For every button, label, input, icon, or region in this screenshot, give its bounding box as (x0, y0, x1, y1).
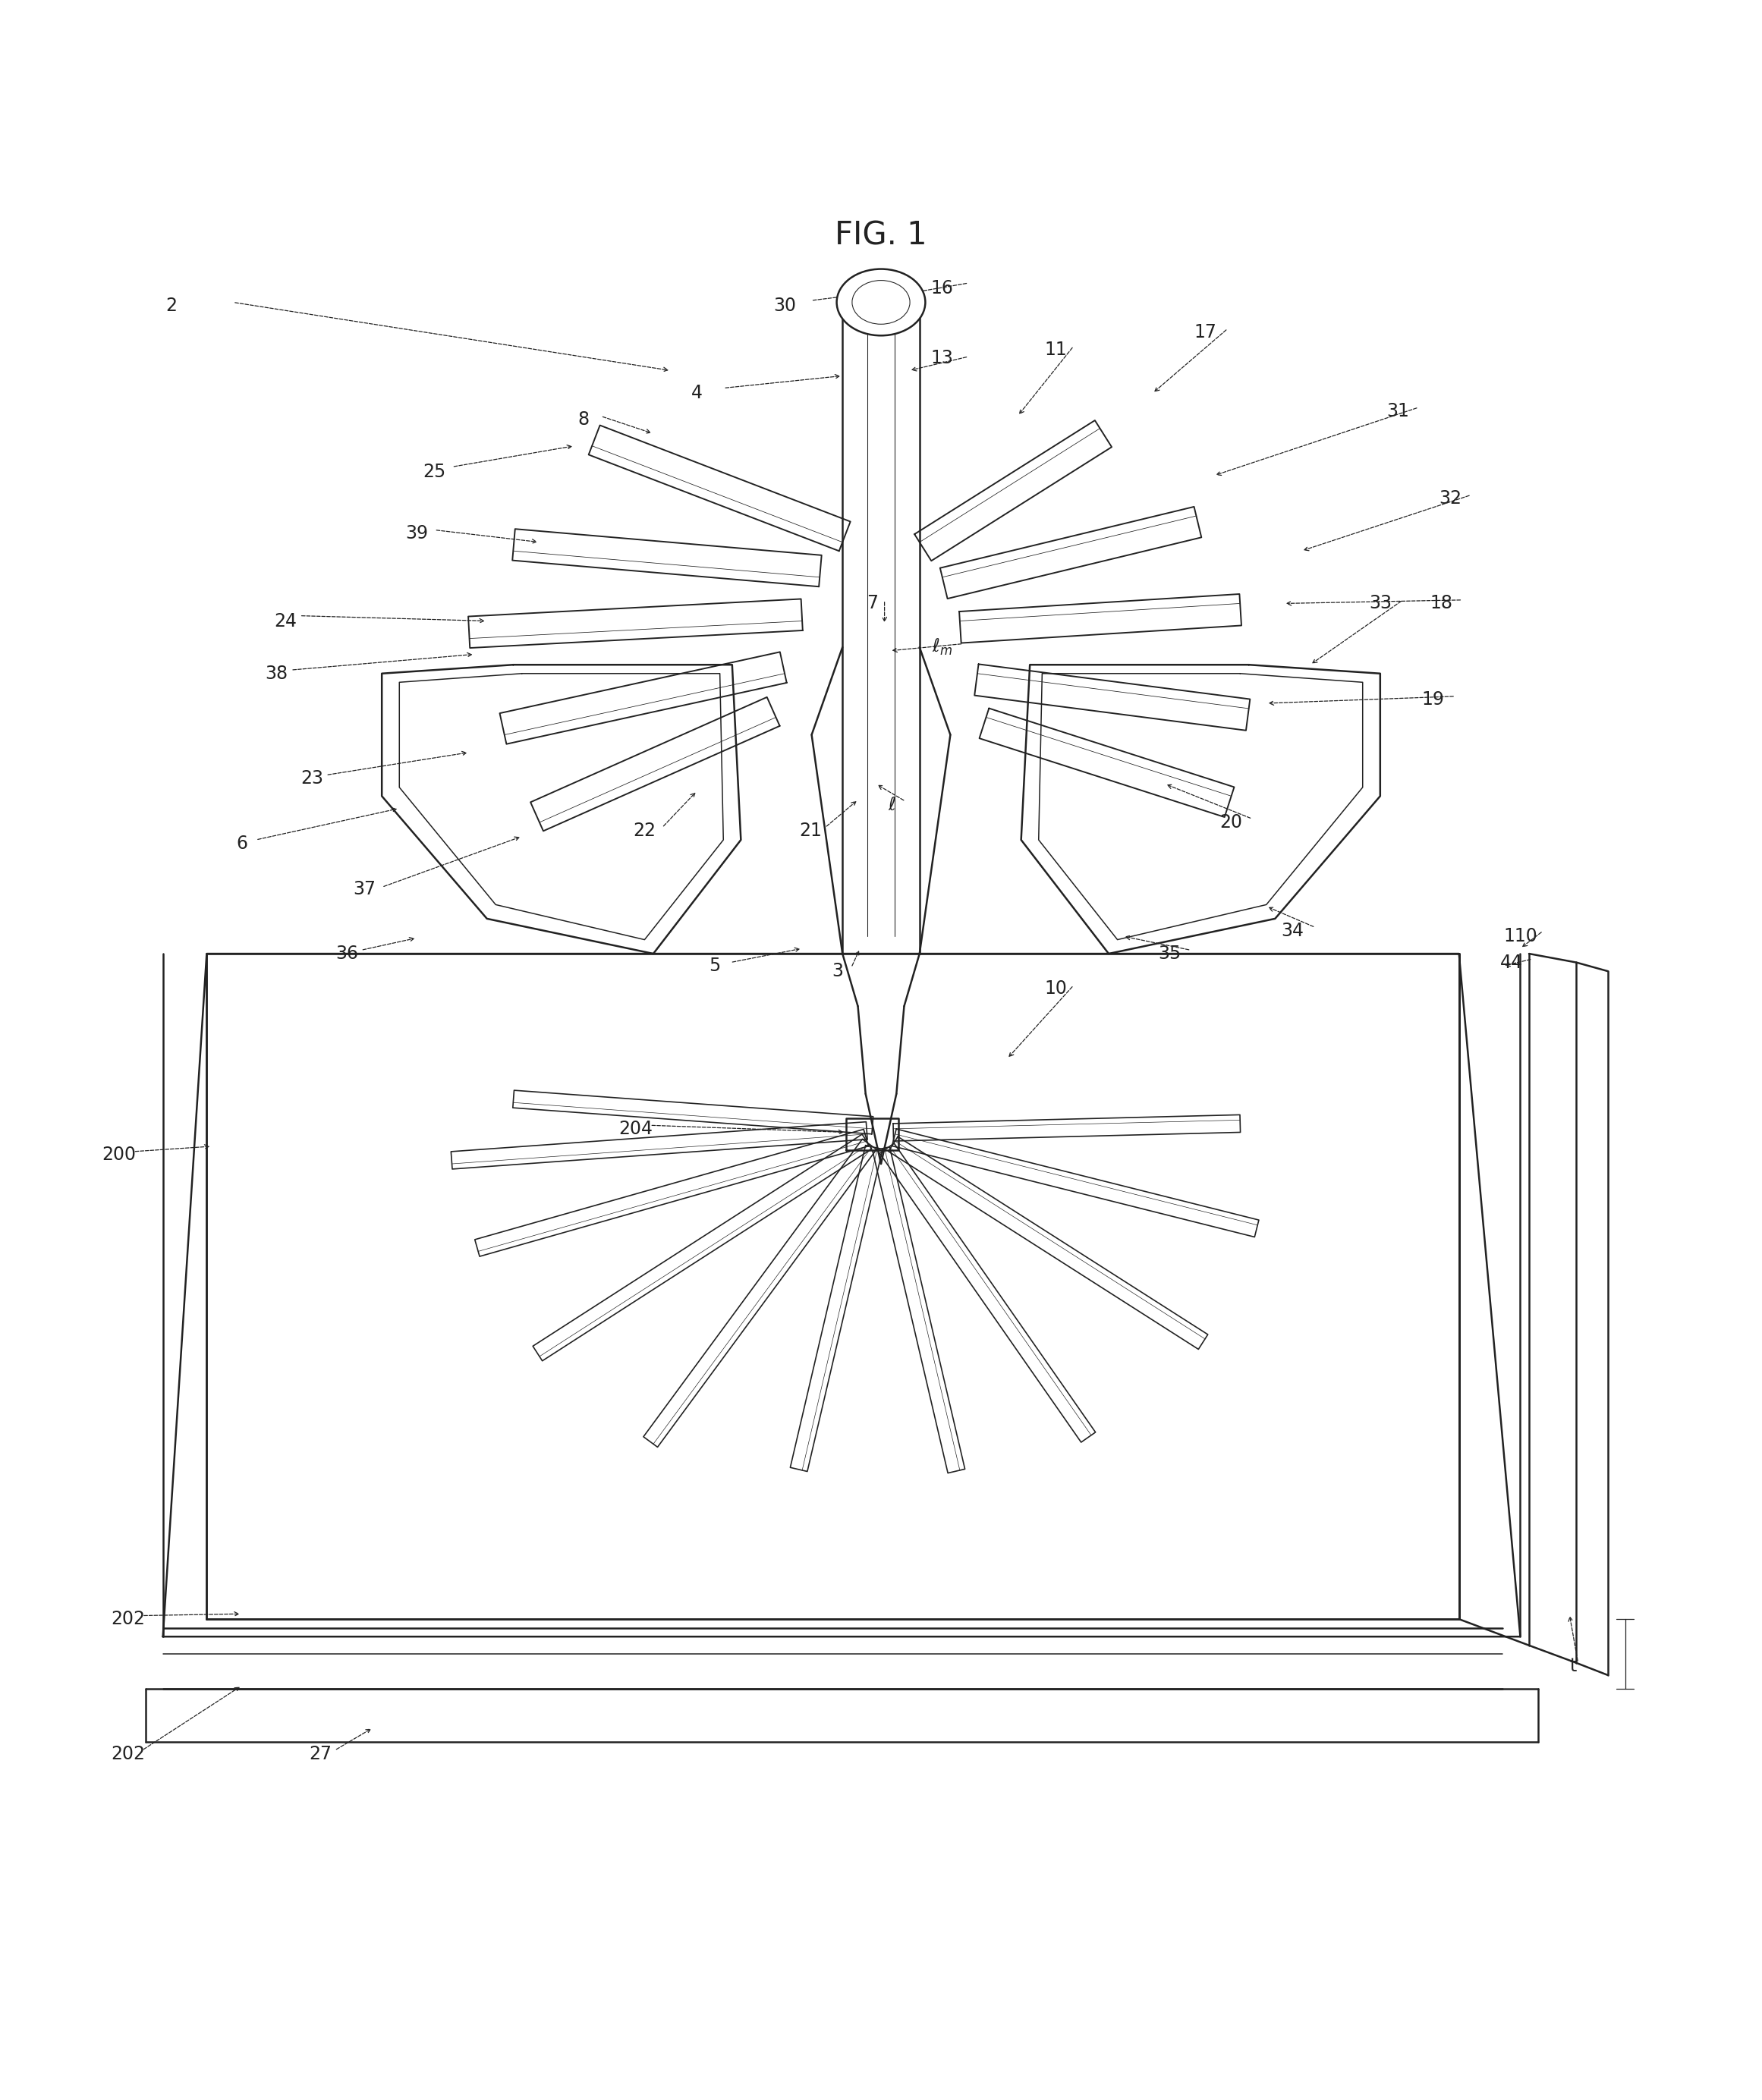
Polygon shape (872, 1147, 966, 1472)
Polygon shape (892, 1130, 1258, 1237)
Polygon shape (530, 697, 781, 832)
Text: 38: 38 (266, 664, 289, 682)
Text: 35: 35 (1158, 945, 1182, 962)
Text: 21: 21 (800, 821, 823, 840)
Text: 202: 202 (111, 1745, 144, 1764)
Polygon shape (162, 953, 1521, 1636)
Text: t: t (1570, 1657, 1577, 1676)
Polygon shape (451, 1121, 867, 1170)
Polygon shape (974, 664, 1249, 731)
Polygon shape (589, 426, 851, 550)
Polygon shape (893, 1115, 1240, 1140)
Text: 31: 31 (1387, 401, 1410, 420)
Text: 110: 110 (1503, 926, 1536, 945)
Text: 18: 18 (1431, 594, 1454, 613)
Text: 5: 5 (708, 958, 721, 974)
Polygon shape (513, 529, 821, 586)
Polygon shape (532, 1134, 872, 1361)
Text: 202: 202 (111, 1611, 144, 1628)
Polygon shape (643, 1138, 876, 1447)
Text: 20: 20 (1219, 813, 1242, 832)
Text: 34: 34 (1281, 922, 1304, 941)
Text: 36: 36 (335, 945, 358, 962)
Text: 30: 30 (774, 296, 796, 315)
Text: 8: 8 (578, 410, 589, 428)
Ellipse shape (837, 269, 925, 336)
Text: 4: 4 (691, 384, 703, 403)
Polygon shape (474, 1130, 869, 1256)
Polygon shape (469, 598, 803, 649)
Polygon shape (1022, 666, 1380, 953)
Polygon shape (888, 1136, 1207, 1350)
Text: 10: 10 (1045, 979, 1068, 997)
Polygon shape (513, 1090, 874, 1134)
Polygon shape (789, 1144, 883, 1472)
Text: 32: 32 (1440, 489, 1462, 508)
Text: 204: 204 (618, 1119, 654, 1138)
Text: 7: 7 (867, 594, 877, 613)
Text: 16: 16 (930, 279, 953, 298)
Text: 25: 25 (423, 462, 446, 481)
Text: 17: 17 (1193, 323, 1216, 340)
Text: 13: 13 (930, 349, 953, 367)
Polygon shape (382, 666, 740, 953)
Text: 11: 11 (1045, 340, 1068, 359)
Text: 24: 24 (275, 611, 296, 630)
Text: 19: 19 (1422, 691, 1445, 710)
Polygon shape (206, 953, 1459, 1619)
Polygon shape (914, 420, 1112, 561)
Polygon shape (879, 1142, 1096, 1443)
Text: $\ell$: $\ell$ (888, 796, 895, 815)
Polygon shape (500, 651, 786, 743)
Text: 23: 23 (300, 769, 322, 788)
Text: FIG. 1: FIG. 1 (835, 220, 927, 252)
Text: 200: 200 (102, 1147, 136, 1163)
Text: $\ell_m$: $\ell_m$ (932, 636, 953, 657)
Text: 33: 33 (1369, 594, 1392, 613)
Text: 2: 2 (166, 296, 178, 315)
Polygon shape (846, 1119, 899, 1151)
Polygon shape (959, 594, 1242, 643)
Text: 27: 27 (308, 1745, 331, 1764)
Text: 37: 37 (352, 880, 375, 899)
Polygon shape (980, 708, 1233, 817)
Text: 3: 3 (832, 962, 842, 981)
Text: 6: 6 (236, 834, 247, 853)
Text: 44: 44 (1499, 953, 1522, 972)
Text: 22: 22 (633, 821, 655, 840)
Polygon shape (941, 506, 1202, 598)
Text: 39: 39 (405, 525, 428, 542)
